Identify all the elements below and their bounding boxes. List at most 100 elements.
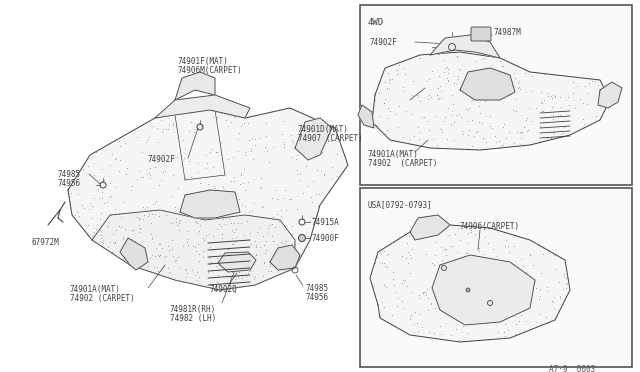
- Point: [236, 124, 246, 129]
- Point: [110, 240, 120, 246]
- Point: [244, 268, 255, 274]
- Point: [419, 114, 429, 120]
- Point: [522, 115, 532, 121]
- Point: [198, 254, 208, 260]
- Point: [559, 273, 569, 279]
- Point: [501, 260, 511, 266]
- Point: [479, 312, 489, 318]
- Point: [401, 140, 412, 146]
- Point: [463, 230, 473, 236]
- Point: [312, 167, 323, 173]
- Point: [90, 229, 100, 235]
- Point: [173, 185, 183, 190]
- Point: [568, 90, 578, 96]
- Point: [292, 167, 302, 173]
- Point: [403, 260, 413, 266]
- Point: [387, 312, 397, 318]
- Point: [514, 78, 524, 84]
- Point: [110, 156, 120, 162]
- Point: [429, 330, 439, 336]
- Point: [451, 288, 461, 294]
- Point: [435, 324, 445, 330]
- Bar: [360, 5, 632, 185]
- Point: [461, 106, 472, 112]
- Point: [268, 238, 278, 244]
- Point: [534, 296, 544, 302]
- Point: [440, 252, 451, 258]
- Point: [224, 261, 234, 267]
- Point: [421, 292, 431, 298]
- Point: [183, 242, 193, 248]
- Point: [260, 247, 271, 253]
- Point: [546, 93, 556, 99]
- Point: [405, 312, 415, 318]
- Point: [508, 279, 518, 285]
- Point: [420, 251, 431, 257]
- Point: [159, 254, 169, 260]
- Point: [454, 337, 464, 343]
- Point: [515, 306, 525, 312]
- Point: [378, 304, 388, 310]
- Point: [381, 253, 392, 259]
- Point: [239, 120, 249, 126]
- Point: [543, 93, 554, 99]
- Point: [498, 259, 508, 265]
- Point: [204, 256, 214, 262]
- Point: [458, 272, 468, 278]
- Point: [258, 273, 268, 279]
- Point: [180, 175, 190, 181]
- Point: [436, 257, 447, 263]
- Point: [519, 124, 529, 130]
- Point: [591, 113, 601, 119]
- Point: [518, 263, 528, 269]
- Point: [207, 248, 217, 254]
- Polygon shape: [68, 108, 348, 290]
- Point: [478, 135, 488, 141]
- Point: [451, 112, 461, 118]
- Point: [535, 293, 545, 299]
- Point: [501, 316, 511, 322]
- Point: [450, 289, 460, 295]
- Point: [214, 221, 225, 227]
- Point: [501, 295, 511, 301]
- Point: [186, 174, 196, 180]
- Point: [440, 282, 451, 288]
- Point: [421, 289, 431, 295]
- Point: [255, 185, 265, 191]
- Text: 74902F: 74902F: [370, 38, 397, 47]
- Point: [467, 277, 477, 283]
- Point: [514, 318, 524, 324]
- Point: [422, 118, 433, 124]
- Point: [473, 320, 483, 326]
- Point: [153, 139, 163, 145]
- Point: [522, 297, 532, 303]
- Point: [415, 55, 425, 61]
- Point: [212, 279, 222, 285]
- Point: [462, 317, 472, 323]
- Point: [456, 315, 466, 321]
- Point: [449, 80, 459, 86]
- Point: [198, 237, 209, 243]
- Point: [97, 195, 108, 201]
- Point: [175, 207, 186, 213]
- Point: [240, 202, 250, 208]
- Point: [234, 269, 244, 275]
- Point: [433, 96, 444, 102]
- Point: [167, 246, 177, 252]
- Point: [96, 232, 106, 238]
- Point: [118, 234, 128, 240]
- Point: [170, 204, 180, 210]
- Point: [231, 234, 241, 240]
- Point: [317, 150, 327, 156]
- Point: [442, 262, 452, 268]
- Point: [264, 159, 275, 165]
- Point: [159, 263, 170, 269]
- Point: [487, 62, 497, 68]
- Point: [455, 264, 465, 270]
- Point: [478, 273, 488, 279]
- Point: [240, 264, 250, 270]
- Point: [549, 130, 559, 136]
- Point: [393, 295, 403, 301]
- Point: [414, 292, 424, 298]
- Point: [320, 130, 330, 136]
